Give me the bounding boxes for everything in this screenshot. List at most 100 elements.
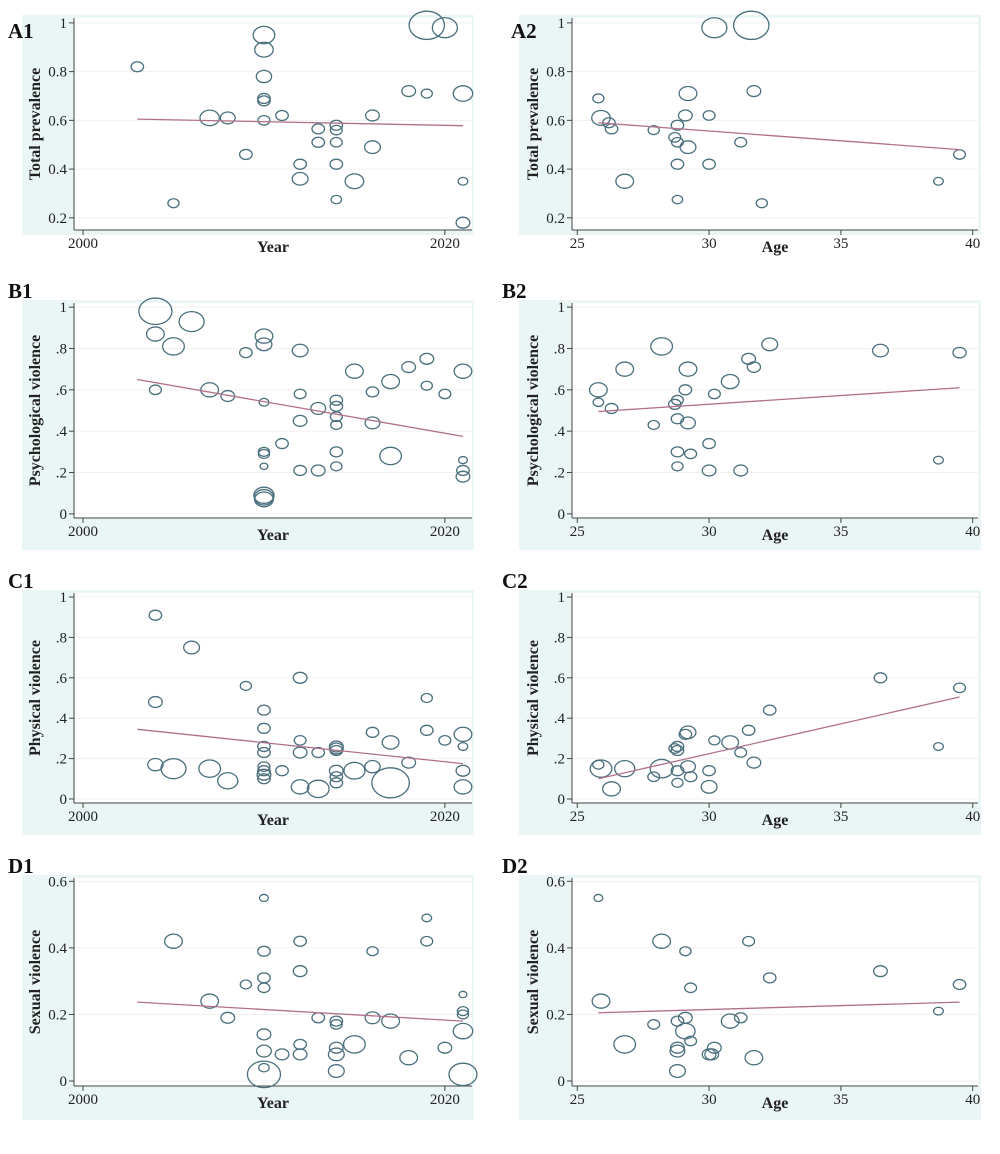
study-bubble (258, 1062, 270, 1073)
y-tick-label: 0.6 (48, 113, 67, 129)
study-bubble (952, 346, 967, 359)
study-bubble (670, 158, 685, 170)
study-bubble (932, 1006, 944, 1016)
y-tick-label: .8 (554, 341, 565, 357)
study-bubble (952, 149, 967, 160)
study-bubble (420, 692, 434, 704)
regression-line (137, 378, 464, 437)
chart-c1: 0 .2 .4 .6 .8 1 2000 2020 Year Physical violence C… (8, 569, 474, 835)
study-bubble (702, 437, 716, 450)
x-axis-title: Age (762, 239, 789, 256)
x-tick-label: 30 (702, 1092, 717, 1108)
study-bubble (746, 84, 762, 98)
study-bubble (746, 361, 762, 373)
study-bubble (329, 411, 343, 423)
study-bubble (246, 1060, 282, 1089)
study-bubble (708, 735, 721, 746)
study-bubble (344, 363, 364, 379)
study-bubble (342, 1035, 366, 1054)
x-axis-title: Year (257, 1095, 289, 1112)
study-bubble (293, 464, 308, 477)
x-tick-label: 25 (570, 1092, 585, 1108)
y-axis-title: Physical violence (525, 640, 542, 756)
study-bubble (254, 41, 274, 58)
study-bubble (456, 1009, 470, 1020)
y-tick-label: 0 (558, 1074, 566, 1090)
study-bubble (291, 343, 309, 358)
study-bubble (275, 765, 289, 777)
study-bubble (257, 114, 271, 126)
study-bubble (452, 85, 474, 102)
study-bubble (255, 1044, 272, 1058)
study-bubble (399, 1049, 419, 1066)
study-bubble (293, 735, 307, 746)
study-bubble (274, 1048, 290, 1061)
study-bubble (162, 337, 185, 356)
study-bubble (363, 140, 382, 155)
y-tick-label: 0.2 (48, 211, 67, 227)
study-bubble (650, 337, 674, 356)
study-bubble (220, 1011, 236, 1024)
x-tick-label: 30 (702, 524, 717, 540)
panel-label: B1 (8, 279, 33, 303)
study-bubble (670, 394, 685, 406)
study-bubble (311, 746, 326, 759)
study-bubble (147, 757, 164, 772)
study-bubble (871, 343, 890, 358)
study-bubble (421, 913, 433, 923)
study-bubble (652, 933, 672, 949)
study-bubble (365, 109, 380, 122)
study-bubble (761, 337, 779, 352)
study-bubble (679, 725, 697, 740)
chart-c2: 0 .2 .4 .6 .8 1 25 30 35 40 Age Physical violence C2 (502, 569, 981, 835)
study-bubble (438, 735, 452, 746)
study-bubble (401, 360, 417, 374)
study-bubble (255, 69, 273, 84)
y-tick-label: 0 (558, 507, 566, 523)
panel-label: C2 (502, 569, 528, 593)
y-axis-title: Psychological violence (525, 335, 542, 487)
study-bubble (755, 198, 769, 209)
study-bubble (178, 310, 205, 333)
study-bubble (457, 455, 469, 465)
study-bubble (438, 388, 452, 400)
study-bubble (253, 488, 275, 506)
y-tick-label: 0.2 (48, 1007, 67, 1023)
study-bubble (733, 464, 749, 477)
y-tick-label: 0.6 (546, 874, 565, 890)
study-bubble (701, 464, 717, 477)
study-bubble (306, 779, 330, 799)
regression-line (598, 122, 960, 151)
study-bubble (257, 945, 271, 957)
study-bubble (130, 61, 145, 73)
y-tick-label: 0.2 (546, 211, 565, 227)
x-tick-label: 40 (965, 1092, 980, 1108)
y-tick-label: 1 (60, 16, 68, 32)
study-bubble (706, 1041, 722, 1054)
study-bubble (420, 88, 434, 99)
study-bubble (670, 446, 685, 458)
study-bubble (679, 140, 697, 155)
study-bubble (670, 740, 685, 753)
x-tick-label: 30 (702, 236, 717, 252)
study-bubble (371, 767, 410, 799)
x-axis-title: Age (762, 527, 789, 544)
x-tick-label: 2020 (430, 809, 460, 825)
study-bubble (734, 747, 748, 758)
study-bubble (366, 946, 379, 957)
study-bubble (458, 990, 468, 999)
x-tick-label: 2000 (68, 236, 98, 252)
study-bubble (401, 84, 417, 98)
study-bubble (164, 933, 183, 949)
study-bubble (328, 1041, 344, 1054)
study-bubble (602, 781, 622, 797)
study-bubble (678, 384, 693, 396)
study-bubble (720, 373, 740, 390)
study-bubble (704, 1048, 720, 1061)
study-bubble (604, 402, 619, 415)
chart-d1: 0 0.2 0.4 0.6 2000 2020 Year Sexual violence D1 (8, 854, 478, 1120)
study-bubble (647, 771, 661, 783)
study-bubble (700, 779, 718, 794)
panel-label: A1 (8, 19, 34, 43)
study-bubble (329, 777, 344, 789)
